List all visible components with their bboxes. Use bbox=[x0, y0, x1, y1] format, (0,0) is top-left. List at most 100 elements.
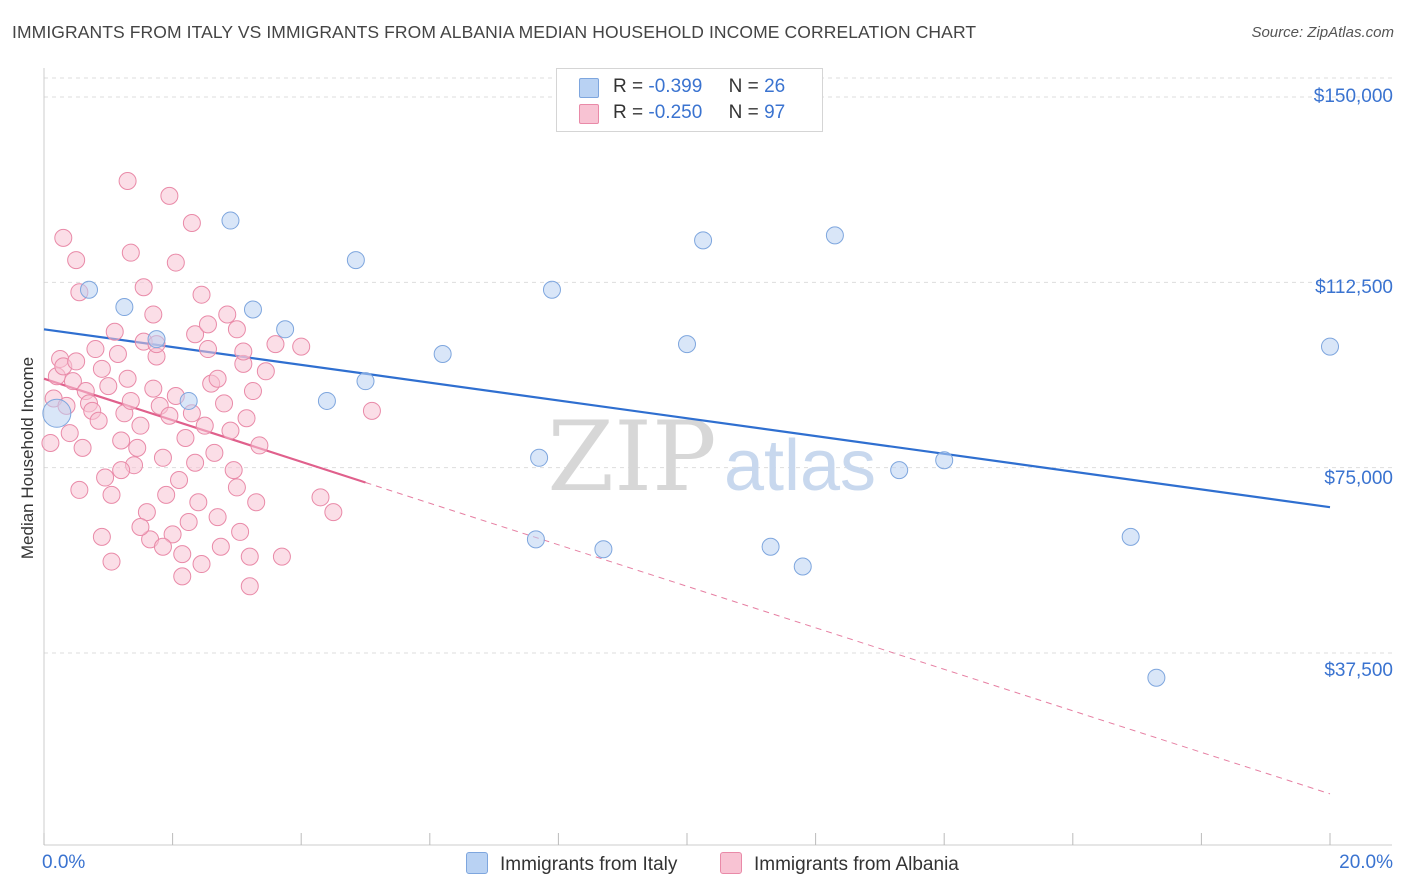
albania-point bbox=[362, 401, 381, 420]
albania-point bbox=[250, 436, 269, 455]
italy-point bbox=[221, 211, 240, 230]
albania-point bbox=[215, 394, 234, 413]
albania-points bbox=[41, 172, 381, 596]
x-tick-label-min: 0.0% bbox=[42, 852, 86, 873]
albania-point bbox=[189, 493, 208, 512]
italy-point bbox=[42, 398, 72, 428]
albania-point bbox=[73, 438, 92, 457]
albania-point bbox=[166, 253, 185, 272]
bottom-legend-label-italy: Immigrants from Italy bbox=[500, 854, 678, 875]
italy-point bbox=[147, 330, 166, 349]
correlation-legend: R = -0.399 N = 26 R = -0.250 N = 97 bbox=[556, 68, 823, 132]
legend-italy-n-label: N = bbox=[728, 76, 759, 97]
bottom-legend-label-albania: Immigrants from Albania bbox=[754, 854, 959, 875]
albania-point bbox=[247, 493, 266, 512]
x-tick-label-max: 20.0% bbox=[1339, 852, 1393, 873]
albania-point bbox=[186, 325, 205, 344]
albania-point bbox=[311, 488, 330, 507]
y-tick-label-75000: $75,000 bbox=[1324, 468, 1393, 489]
y-tick-label-150000: $150,000 bbox=[1313, 86, 1393, 107]
albania-point bbox=[121, 243, 140, 262]
albania-point bbox=[173, 567, 192, 586]
albania-point bbox=[137, 503, 156, 522]
bottom-legend-albania: Immigrants from Albania bbox=[720, 852, 959, 876]
albania-point bbox=[170, 471, 189, 490]
albania-point bbox=[186, 453, 205, 472]
albania-point bbox=[179, 513, 198, 532]
italy-point bbox=[935, 451, 954, 470]
albania-point bbox=[173, 545, 192, 564]
trend-line-albania-extrapolated bbox=[365, 482, 1331, 795]
legend-albania-n-value: 97 bbox=[764, 102, 786, 123]
albania-point bbox=[108, 344, 127, 363]
italy-point bbox=[1321, 337, 1339, 356]
italy-point bbox=[243, 300, 262, 319]
watermark-zip: ZIP bbox=[547, 401, 716, 513]
italy-point bbox=[530, 448, 549, 467]
albania-point bbox=[198, 315, 217, 334]
albania-point bbox=[67, 352, 86, 371]
italy-point bbox=[526, 530, 545, 549]
albania-point bbox=[99, 377, 118, 396]
albania-point bbox=[92, 527, 111, 546]
albania-point bbox=[134, 278, 153, 297]
albania-point bbox=[237, 409, 256, 428]
italy-point bbox=[825, 226, 844, 245]
italy-point bbox=[761, 537, 780, 556]
albania-point bbox=[234, 342, 253, 361]
albania-point bbox=[266, 335, 285, 354]
italy-point bbox=[356, 372, 375, 391]
albania-point bbox=[118, 172, 137, 191]
albania-point bbox=[243, 382, 262, 401]
italy-point bbox=[542, 280, 561, 299]
albania-point bbox=[128, 438, 147, 457]
albania-point bbox=[231, 522, 250, 541]
watermark: ZIP atlas bbox=[547, 401, 876, 513]
bottom-legend-swatch-italy bbox=[466, 852, 488, 874]
bottom-legend-italy: Immigrants from Italy bbox=[466, 852, 677, 876]
albania-point bbox=[63, 372, 82, 391]
albania-point bbox=[240, 577, 259, 596]
albania-point bbox=[92, 359, 111, 378]
albania-point bbox=[67, 251, 86, 270]
source-label: Source: ZipAtlas.com bbox=[1251, 24, 1394, 41]
italy-point bbox=[80, 280, 99, 299]
italy-point bbox=[890, 461, 909, 480]
trend-lines bbox=[43, 328, 1331, 795]
italy-point bbox=[1147, 668, 1166, 687]
italy-point bbox=[594, 540, 613, 559]
y-tick-label-112500: $112,500 bbox=[1315, 277, 1393, 298]
albania-point bbox=[160, 186, 179, 205]
italy-point bbox=[115, 298, 134, 317]
albania-point bbox=[182, 214, 201, 233]
albania-point bbox=[144, 379, 163, 398]
legend-albania-r-label: R = bbox=[613, 102, 644, 123]
y-tick-label-37500: $37,500 bbox=[1324, 660, 1393, 681]
albania-point bbox=[160, 406, 179, 425]
albania-point bbox=[105, 322, 124, 341]
italy-point bbox=[317, 391, 336, 410]
legend-italy-n-value: 26 bbox=[764, 76, 786, 97]
albania-point bbox=[89, 411, 108, 430]
albania-point bbox=[102, 552, 121, 571]
italy-point bbox=[694, 231, 713, 250]
albania-point bbox=[211, 537, 230, 556]
legend-swatch-italy bbox=[579, 78, 599, 98]
albania-point bbox=[192, 555, 211, 574]
albania-point bbox=[153, 537, 172, 556]
albania-point bbox=[118, 369, 137, 388]
legend-italy-r-value: -0.399 bbox=[648, 76, 703, 97]
legend-albania-n-label: N = bbox=[728, 102, 759, 123]
albania-point bbox=[240, 547, 259, 566]
italy-point bbox=[678, 335, 696, 354]
albania-point bbox=[256, 362, 275, 381]
albania-point bbox=[102, 485, 121, 504]
albania-point bbox=[208, 508, 227, 527]
albania-point bbox=[176, 429, 195, 448]
albania-point bbox=[163, 525, 182, 544]
italy-point bbox=[346, 251, 365, 270]
albania-point bbox=[324, 503, 343, 522]
albania-point bbox=[60, 424, 79, 443]
albania-point bbox=[221, 421, 240, 440]
